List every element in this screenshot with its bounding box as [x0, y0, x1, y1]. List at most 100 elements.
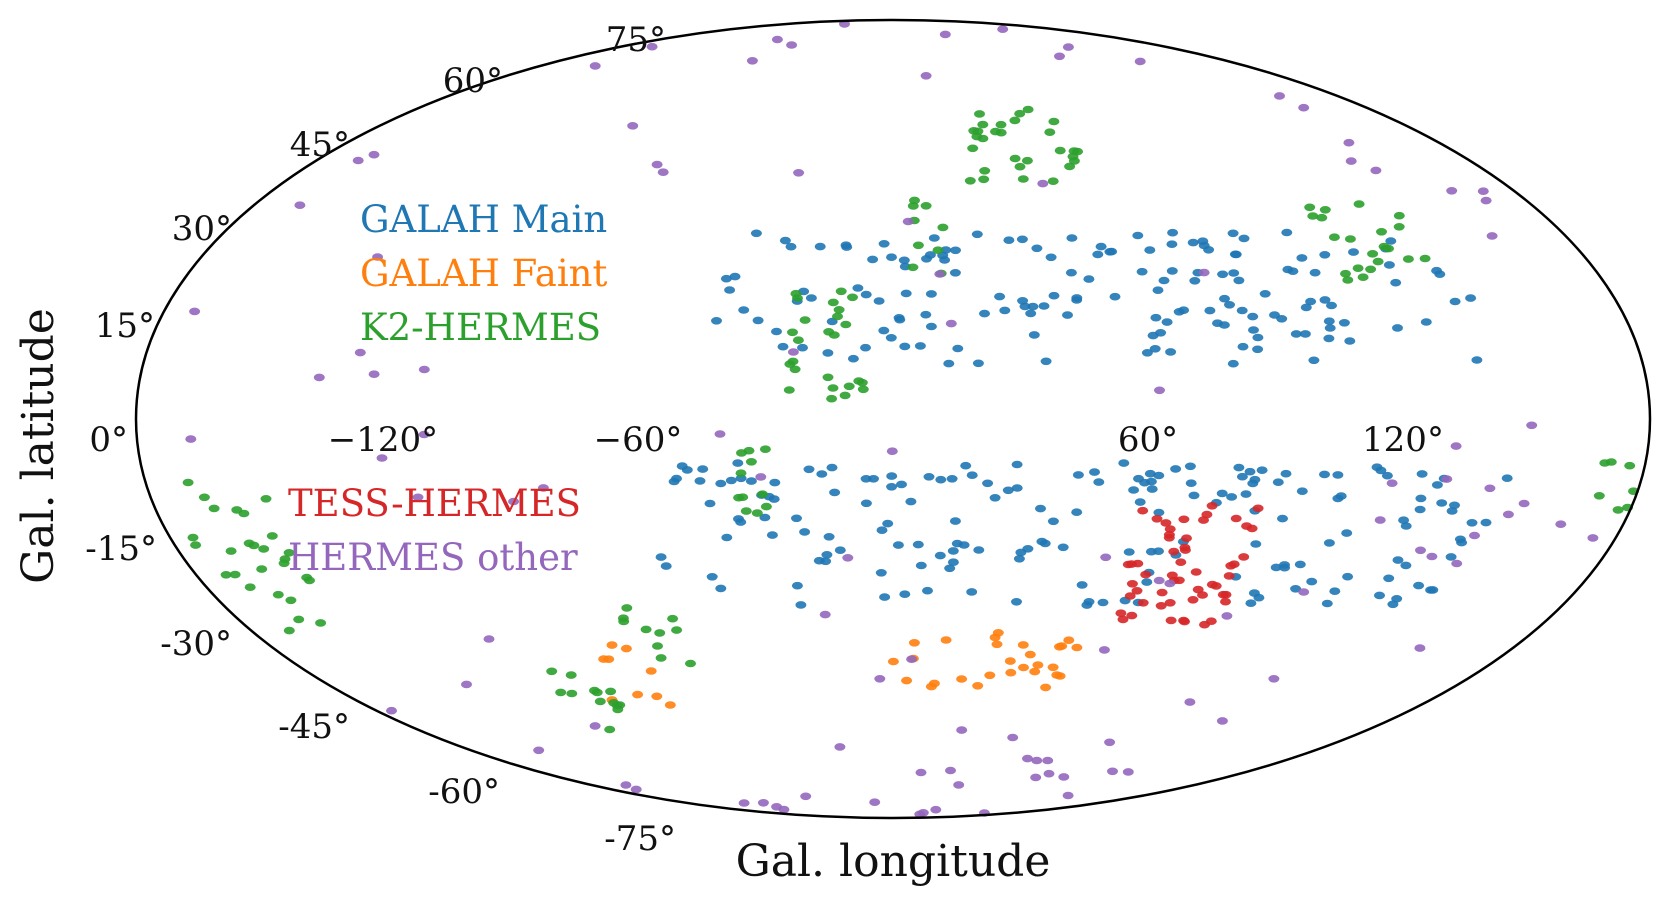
data-point [1017, 641, 1029, 649]
data-point [1270, 563, 1282, 572]
data-point [1216, 717, 1228, 725]
data-point [1402, 255, 1414, 263]
data-point [1158, 276, 1170, 285]
data-point [1226, 493, 1238, 501]
y-axis-title: Gal. latitude [13, 308, 64, 584]
data-point [508, 497, 520, 506]
data-point [1252, 345, 1264, 354]
series-galah-main [655, 228, 1513, 609]
data-point [944, 564, 956, 573]
data-point [908, 639, 920, 647]
data-point [920, 310, 932, 319]
data-point [947, 547, 959, 555]
data-point [990, 127, 1001, 136]
data-point [1400, 522, 1412, 530]
data-point [1036, 537, 1048, 546]
data-point [819, 610, 831, 619]
data-point [654, 629, 666, 637]
data-point [1071, 508, 1083, 516]
data-point [537, 484, 549, 492]
data-point [777, 342, 789, 351]
data-point [1153, 471, 1165, 480]
data-point [1170, 465, 1182, 473]
data-point [1071, 643, 1083, 652]
data-point [1233, 463, 1245, 472]
data-point [1017, 175, 1029, 183]
data-point [483, 635, 495, 643]
data-point [1307, 212, 1319, 220]
data-point [1526, 421, 1538, 430]
data-point [1007, 733, 1019, 742]
data-point [354, 348, 366, 357]
data-point [997, 25, 1009, 33]
data-point [822, 373, 834, 382]
lon-tick-label: −60° [594, 420, 683, 460]
data-point [1063, 636, 1075, 644]
data-point [923, 473, 935, 481]
data-point [1298, 588, 1310, 596]
data-point [1236, 306, 1248, 315]
data-point [1252, 333, 1264, 342]
data-point [1323, 334, 1335, 343]
data-point [1219, 294, 1230, 303]
data-point [1392, 556, 1404, 564]
data-point [1048, 291, 1060, 300]
data-point [1137, 506, 1149, 515]
data-point [823, 533, 835, 541]
data-point [779, 236, 791, 245]
data-point [1370, 166, 1382, 175]
data-point [994, 292, 1006, 301]
lon-tick-label: 120° [1362, 420, 1444, 460]
data-point [907, 263, 919, 272]
data-point [1066, 234, 1078, 242]
data-point [1236, 472, 1248, 481]
data-point [376, 454, 388, 462]
data-point [1134, 498, 1146, 506]
data-point [1168, 547, 1180, 556]
data-point [826, 394, 838, 403]
data-point [1128, 486, 1140, 494]
data-point [198, 493, 210, 502]
data-point [901, 676, 913, 685]
data-point [852, 284, 864, 292]
data-point [1040, 683, 1052, 692]
data-point [1308, 356, 1320, 365]
data-point [939, 256, 951, 264]
data-point [1326, 301, 1337, 310]
data-point [1250, 540, 1262, 548]
data-point [604, 725, 616, 734]
data-point [1122, 768, 1134, 776]
data-point [1062, 311, 1073, 319]
data-point [1076, 581, 1088, 589]
data-point [1353, 200, 1365, 208]
data-point [989, 633, 1001, 642]
data-point [589, 686, 600, 695]
data-point [953, 781, 965, 789]
data-point [949, 269, 961, 277]
data-point [822, 349, 834, 357]
data-point [1178, 515, 1190, 524]
data-point [725, 476, 737, 485]
data-point [1357, 273, 1369, 282]
data-point [1015, 548, 1027, 557]
data-point [313, 373, 325, 382]
data-point [835, 287, 847, 296]
data-point [225, 547, 237, 555]
data-point [1014, 162, 1026, 171]
data-point [1163, 534, 1175, 542]
data-point [1274, 92, 1285, 100]
data-point [1376, 228, 1387, 236]
data-point [898, 256, 910, 265]
data-point [887, 657, 899, 666]
data-point [800, 792, 812, 801]
data-point [909, 196, 920, 205]
data-point [566, 689, 578, 698]
data-point [1071, 294, 1083, 302]
data-point [768, 495, 780, 503]
data-point [974, 110, 985, 118]
data-point [757, 799, 769, 807]
data-point [1518, 499, 1530, 508]
data-point [1149, 345, 1161, 353]
data-point [278, 559, 290, 568]
data-point [1181, 534, 1192, 542]
